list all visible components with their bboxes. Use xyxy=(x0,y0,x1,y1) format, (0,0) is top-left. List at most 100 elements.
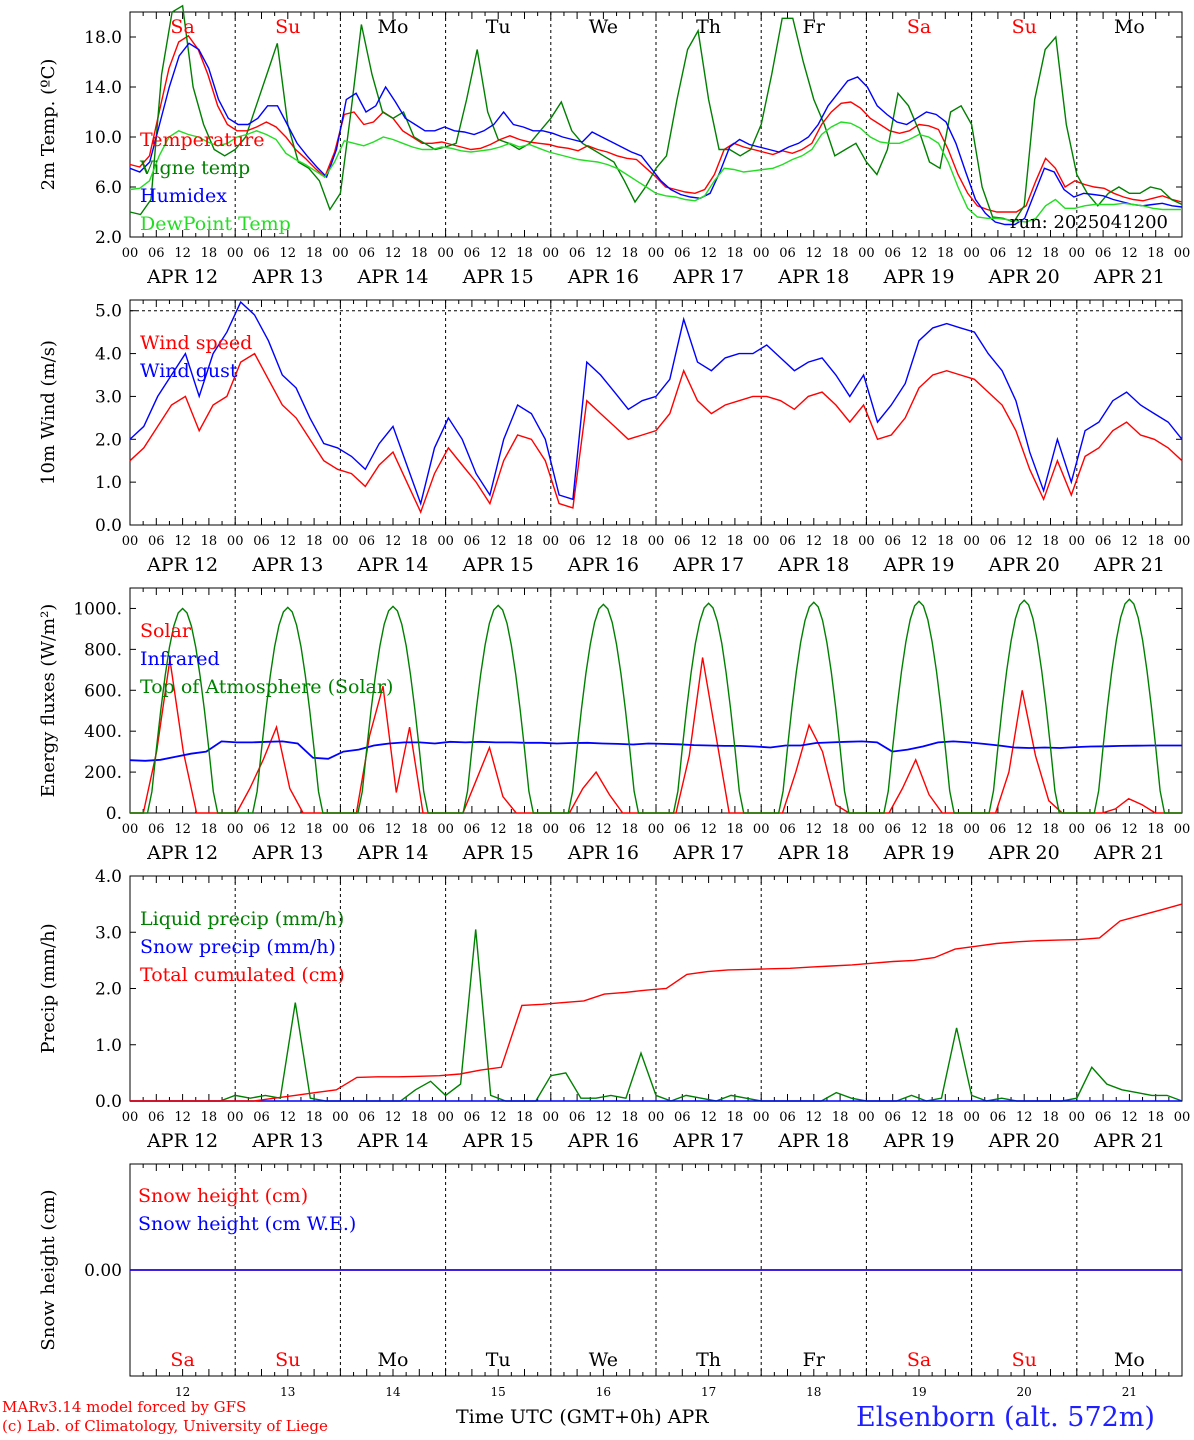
hour-tick-label: 00 xyxy=(963,822,980,837)
hour-tick-label: 12 xyxy=(385,822,402,837)
hour-tick-label: 18 xyxy=(1042,1110,1059,1125)
hour-tick-label: 18 xyxy=(1042,822,1059,837)
hour-tick-label: 00 xyxy=(858,246,875,261)
hour-tick-label: 00 xyxy=(858,534,875,549)
hour-tick-label: 00 xyxy=(437,1110,454,1125)
date-label: APR 20 xyxy=(988,842,1060,864)
hour-tick-label: 06 xyxy=(990,1110,1007,1125)
hour-tick-label: 12 xyxy=(174,1110,191,1125)
date-label: APR 21 xyxy=(1093,1130,1165,1152)
hour-tick-label: 12 xyxy=(490,1110,507,1125)
hour-tick-label: 00 xyxy=(332,1110,349,1125)
date-label: APR 20 xyxy=(988,554,1060,576)
hour-tick-label: 12 xyxy=(700,246,717,261)
hour-tick-label: 12 xyxy=(490,534,507,549)
hour-tick-label: 18 xyxy=(306,246,323,261)
hour-tick-label: 06 xyxy=(674,534,691,549)
hour-tick-label: 06 xyxy=(779,822,796,837)
date-label: APR 13 xyxy=(251,842,323,864)
hour-tick-label: 06 xyxy=(1095,246,1112,261)
day-number: 19 xyxy=(911,1385,926,1399)
hour-tick-label: 18 xyxy=(937,822,954,837)
hour-tick-label: 12 xyxy=(1121,534,1138,549)
legend-entry: Wind speed xyxy=(140,332,252,354)
hour-tick-label: 18 xyxy=(727,534,744,549)
time-axis-title: Time UTC (GMT+0h) xyxy=(456,1406,662,1428)
legend-entry: Top of Atmosphere (Solar) xyxy=(140,676,393,698)
legend-entry: Solar xyxy=(140,620,192,642)
hour-tick-label: 12 xyxy=(700,534,717,549)
hour-tick-label: 12 xyxy=(280,822,297,837)
hour-tick-label: 00 xyxy=(227,1110,244,1125)
hour-tick-label: 00 xyxy=(648,822,665,837)
date-label: APR 15 xyxy=(462,1130,534,1152)
hour-tick-label: 00 xyxy=(648,534,665,549)
legend-entry: DewPoint Temp xyxy=(140,213,291,235)
day-name-top: We xyxy=(589,16,618,38)
hour-tick-label: 06 xyxy=(779,1110,796,1125)
hour-tick-label: 12 xyxy=(595,1110,612,1125)
hour-tick-label: 06 xyxy=(569,246,586,261)
hour-tick-label: 18 xyxy=(516,534,533,549)
y-tick-label: 800. xyxy=(84,640,122,660)
hour-tick-label: 06 xyxy=(884,1110,901,1125)
hour-tick-label: 06 xyxy=(569,1110,586,1125)
y-tick-label: 1.0 xyxy=(95,1036,122,1056)
hour-tick-label: 06 xyxy=(884,246,901,261)
date-label: APR 12 xyxy=(146,1130,218,1152)
date-label: APR 15 xyxy=(462,554,534,576)
hour-tick-label: 00 xyxy=(1069,1110,1086,1125)
hour-tick-label: 06 xyxy=(464,1110,481,1125)
hour-tick-label: 18 xyxy=(621,246,638,261)
hour-tick-label: 00 xyxy=(1174,534,1191,549)
date-label: APR 17 xyxy=(672,554,744,576)
hour-tick-label: 18 xyxy=(727,822,744,837)
hour-tick-label: 18 xyxy=(201,534,218,549)
hour-tick-label: 00 xyxy=(332,534,349,549)
date-label: APR 16 xyxy=(567,842,639,864)
hour-tick-label: 00 xyxy=(543,246,560,261)
hour-tick-label: 00 xyxy=(332,246,349,261)
hour-tick-label: 00 xyxy=(1069,822,1086,837)
hour-tick-label: 00 xyxy=(227,534,244,549)
date-label: APR 12 xyxy=(146,266,218,288)
hour-tick-label: 06 xyxy=(990,246,1007,261)
time-axis-label: Time UTC (GMT+0h) APR xyxy=(456,1406,709,1428)
series-line xyxy=(130,929,1183,1102)
hour-tick-label: 18 xyxy=(1042,534,1059,549)
date-label: APR 19 xyxy=(882,842,954,864)
hour-tick-label: 18 xyxy=(937,246,954,261)
footer-credits: MARv3.14 model forced by GFS (c) Lab. of… xyxy=(2,1398,328,1436)
day-name-top: Su xyxy=(275,16,300,38)
day-name-bottom: Fr xyxy=(803,1349,826,1371)
day-name-bottom: Su xyxy=(1012,1349,1037,1371)
y-axis-title: Energy fluxes (W/m²) xyxy=(38,604,59,798)
hour-tick-label: 18 xyxy=(516,822,533,837)
hour-tick-label: 00 xyxy=(122,246,139,261)
hour-tick-label: 06 xyxy=(253,534,270,549)
hour-tick-label: 18 xyxy=(411,534,428,549)
hour-tick-label: 12 xyxy=(1121,246,1138,261)
model-credit: MARv3.14 model forced by GFS xyxy=(2,1398,247,1416)
hour-tick-label: 18 xyxy=(621,534,638,549)
date-label: APR 13 xyxy=(251,1130,323,1152)
hour-tick-label: 12 xyxy=(1016,822,1033,837)
legend-entry: Liquid precip (mm/h) xyxy=(140,908,344,930)
date-label: APR 19 xyxy=(882,266,954,288)
legend-entry: Snow precip (mm/h) xyxy=(140,936,336,958)
legend-entry: Vigne temp xyxy=(139,157,250,179)
date-label: APR 21 xyxy=(1093,554,1165,576)
hour-tick-label: 06 xyxy=(253,1110,270,1125)
y-tick-label: 0.00 xyxy=(84,1261,122,1281)
y-tick-label: 400. xyxy=(84,722,122,742)
hour-tick-label: 00 xyxy=(437,534,454,549)
hour-tick-label: 00 xyxy=(1069,246,1086,261)
hour-tick-label: 12 xyxy=(595,246,612,261)
hour-tick-label: 18 xyxy=(621,1110,638,1125)
day-number: 17 xyxy=(701,1385,716,1399)
hour-tick-label: 00 xyxy=(543,534,560,549)
y-tick-label: 0.0 xyxy=(95,1092,122,1112)
day-number: 12 xyxy=(175,1385,190,1399)
y-tick-label: 3.0 xyxy=(95,923,122,943)
hour-tick-label: 18 xyxy=(201,1110,218,1125)
